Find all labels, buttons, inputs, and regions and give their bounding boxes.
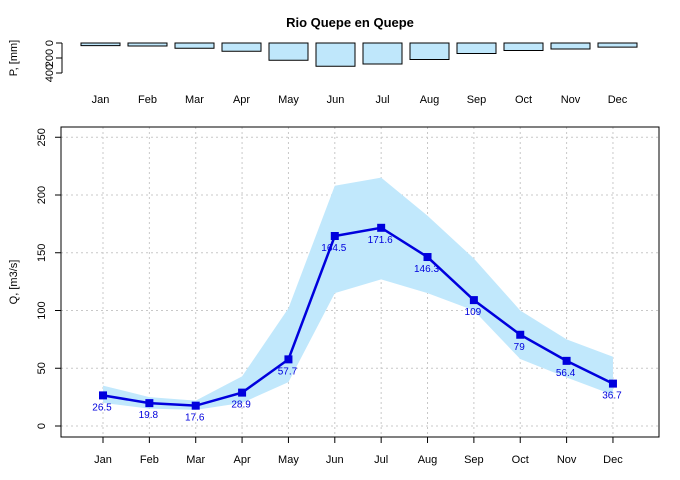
precip-x-tick-label: Jan (92, 94, 110, 106)
precip-x-tick-label: Nov (561, 94, 581, 106)
precip-bar-may (268, 42, 309, 61)
discharge-series-line (102, 226, 614, 407)
discharge-data-label: 26.5 (92, 402, 112, 413)
discharge-y-tick-label: 0 (36, 423, 48, 429)
chart-title: Rio Quepe en Quepe (286, 15, 414, 30)
discharge-x-tick-label: Aug (418, 454, 438, 466)
discharge-point-feb (145, 399, 154, 408)
precip-x-tick-label: Jul (375, 94, 389, 106)
precip-bar-apr (221, 42, 262, 52)
precip-bar-jul (362, 42, 403, 65)
precip-bar-dec (597, 42, 638, 48)
discharge-y-tick-label: 200 (36, 186, 48, 204)
discharge-x-tick-label: Mar (186, 454, 205, 466)
precip-bar-nov (550, 42, 591, 50)
precip-x-tick-label: Sep (467, 94, 487, 106)
discharge-data-label: 171.6 (368, 235, 393, 246)
discharge-point-apr (238, 388, 247, 397)
discharge-point-aug (423, 253, 432, 262)
precip-x-tick-label: Dec (608, 94, 628, 106)
discharge-point-jan (99, 391, 107, 400)
precip-bar-mar (174, 42, 215, 49)
precip-x-tick-label: May (278, 94, 299, 106)
discharge-data-label: 19.8 (139, 410, 159, 421)
discharge-data-label: 57.7 (278, 366, 298, 377)
precip-bar-aug (409, 42, 450, 60)
discharge-x-tick-label: Sep (464, 454, 484, 466)
precip-y-tick-label: 400 (44, 64, 56, 82)
precip-bar-feb (127, 42, 168, 47)
discharge-y-tick-label: 50 (36, 362, 48, 374)
precip-x-tick-label: Jun (327, 94, 345, 106)
discharge-x-tick-label: Dec (603, 454, 623, 466)
discharge-y-axis-label: Q, [m3/s] (8, 260, 20, 305)
precip-x-tick-label: Mar (185, 94, 204, 106)
discharge-x-tick-label: Jun (326, 454, 344, 466)
discharge-point-dec (608, 379, 617, 388)
precip-bar-jan (80, 42, 121, 47)
precip-bar-jun (315, 42, 356, 67)
discharge-data-label: 79 (514, 342, 526, 353)
discharge-range-band (103, 177, 613, 410)
discharge-point-sep (469, 296, 478, 305)
discharge-x-tick-label: Oct (512, 454, 529, 466)
discharge-point-may (284, 355, 293, 364)
discharge-x-tick-label: Nov (557, 454, 577, 466)
precip-x-tick-label: Aug (420, 94, 440, 106)
discharge-y-tick-label: 250 (36, 128, 48, 146)
discharge-point-jul (377, 223, 386, 232)
precip-y-tick-label: 0 (44, 40, 56, 46)
discharge-point-mar (191, 401, 200, 410)
precip-y-axis-label: P, [mm] (8, 40, 20, 76)
precip-y-tick-label: 200 (44, 49, 56, 67)
precip-x-tick-label: Apr (233, 94, 250, 106)
discharge-y-tick-label: 150 (36, 244, 48, 262)
precip-bar-oct (503, 42, 544, 51)
discharge-data-label: 28.9 (231, 400, 251, 411)
precip-bar-sep (456, 42, 497, 54)
discharge-x-tick-label: Feb (140, 454, 159, 466)
discharge-data-label: 109 (465, 307, 482, 318)
discharge-y-tick-label: 100 (36, 301, 48, 319)
discharge-point-oct (516, 330, 525, 339)
discharge-x-tick-label: May (278, 454, 299, 466)
discharge-x-tick-label: Jul (374, 454, 388, 466)
plot-frame (60, 126, 660, 438)
discharge-x-tick-label: Jan (94, 454, 112, 466)
discharge-x-tick-label: Apr (234, 454, 251, 466)
discharge-data-label: 17.6 (185, 413, 205, 424)
discharge-data-label: 36.7 (602, 391, 622, 402)
discharge-data-label: 56.4 (556, 368, 576, 379)
precip-x-tick-label: Oct (515, 94, 532, 106)
discharge-data-label: 146.3 (414, 264, 439, 275)
precip-x-tick-label: Feb (138, 94, 157, 106)
discharge-point-nov (562, 356, 571, 365)
discharge-data-label: 164.5 (321, 243, 346, 254)
discharge-point-jun (330, 232, 339, 241)
